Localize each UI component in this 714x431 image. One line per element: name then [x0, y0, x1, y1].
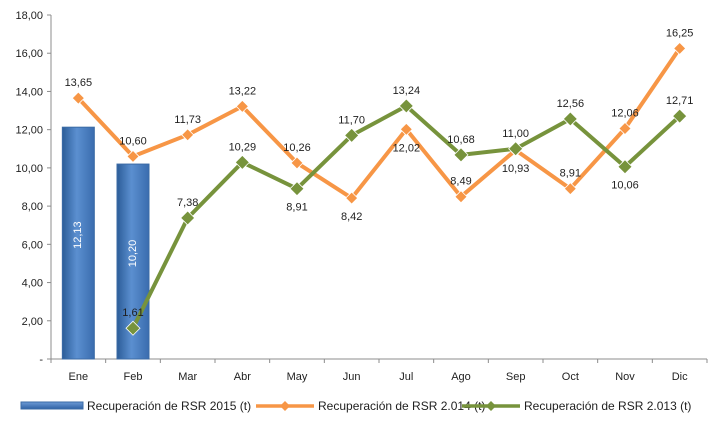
line-data-label: 8,42	[341, 211, 362, 223]
series-marker	[71, 91, 85, 105]
series-line	[131, 104, 682, 330]
line-data-label: 8,91	[560, 168, 581, 180]
series-marker	[673, 41, 687, 56]
legend-label: Recuperación de RSR 2.013 (t)	[524, 399, 691, 413]
line-data-label: 12,02	[393, 142, 421, 154]
line-data-label: 10,26	[283, 142, 311, 154]
series-line	[76, 47, 682, 201]
y-tick-label: -	[39, 354, 43, 366]
line-data-label: 11,70	[338, 114, 365, 126]
line-data-label: 12,06	[611, 108, 639, 120]
x-tick-label: Jun	[343, 371, 361, 383]
line-data-label: 10,60	[119, 135, 147, 147]
y-tick-label: 10,00	[15, 163, 43, 175]
line-data-label: 16,25	[666, 27, 694, 39]
y-tick-label: 6,00	[22, 239, 43, 251]
y-tick-label: 14,00	[15, 86, 43, 98]
legend: Recuperación de RSR 2015 (t) Recuperación…	[20, 399, 691, 413]
series-marker	[617, 159, 633, 175]
series-marker	[508, 141, 524, 157]
x-tick-label: Oct	[562, 371, 579, 383]
y-tick-label: 8,00	[22, 201, 43, 213]
x-tick-label: Nov	[615, 371, 635, 383]
y-tick-label: 18,00	[15, 10, 43, 22]
series-marker	[672, 108, 688, 124]
x-tick-label: Ago	[451, 371, 471, 383]
series-marker	[289, 181, 305, 197]
series-marker	[290, 156, 304, 170]
x-tick-label: Ene	[69, 371, 89, 383]
series-marker	[126, 149, 140, 163]
series-marker	[125, 320, 141, 336]
line-data-label: 10,68	[447, 134, 475, 146]
legend-label: Recuperación de RSR 2.014 (t)	[318, 399, 485, 413]
y-tick-label: 16,00	[15, 48, 43, 60]
line-data-label: 10,93	[502, 163, 530, 175]
y-tick-label: 12,00	[15, 125, 43, 137]
x-tick-label: Mar	[178, 371, 197, 383]
line-data-label: 1,61	[122, 307, 143, 319]
x-tick-label: Feb	[124, 371, 143, 383]
series-marker	[180, 210, 196, 226]
legend-swatch-bar	[20, 401, 84, 410]
x-tick-label: Abr	[234, 371, 251, 383]
x-tick-label: May	[287, 371, 308, 383]
line-data-label: 13,65	[65, 77, 93, 89]
series-marker	[344, 127, 360, 143]
line-data-label: 8,91	[286, 202, 307, 214]
series-marker	[235, 99, 249, 113]
bar	[61, 126, 95, 360]
series-marker	[563, 182, 577, 196]
line-data-label: 7,38	[177, 197, 198, 209]
legend-label: Recuperación de RSR 2015 (t)	[87, 399, 251, 413]
line-data-label: 11,00	[502, 128, 529, 140]
series-marker	[454, 190, 468, 204]
series-marker	[181, 128, 195, 142]
line-data-label: 12,71	[666, 95, 694, 107]
y-tick-label: 2,00	[22, 316, 43, 328]
y-tick-label: 4,00	[22, 278, 43, 290]
x-tick-label: Sep	[506, 371, 526, 383]
x-tick-label: Dic	[672, 371, 688, 383]
series-marker	[453, 147, 469, 163]
series-marker	[618, 121, 632, 136]
line-data-label: 12,56	[557, 98, 585, 110]
line-data-label: 13,22	[229, 85, 257, 97]
series-marker	[345, 191, 359, 205]
series-marker	[398, 98, 414, 114]
line-data-label: 8,49	[450, 176, 471, 188]
line-data-label: 13,24	[393, 85, 421, 97]
bar-data-label: 10,20	[127, 240, 139, 268]
legend-swatch-marker	[280, 401, 290, 411]
line-data-label: 10,29	[229, 141, 257, 153]
line-data-label: 11,73	[174, 114, 201, 126]
legend-swatch-marker	[486, 401, 496, 411]
series-marker	[562, 111, 578, 127]
x-tick-label: Jul	[399, 371, 413, 383]
line-data-label: 10,06	[611, 180, 639, 192]
series-marker	[234, 154, 250, 170]
series-marker	[399, 122, 413, 136]
bar-data-label: 12,13	[72, 221, 84, 249]
